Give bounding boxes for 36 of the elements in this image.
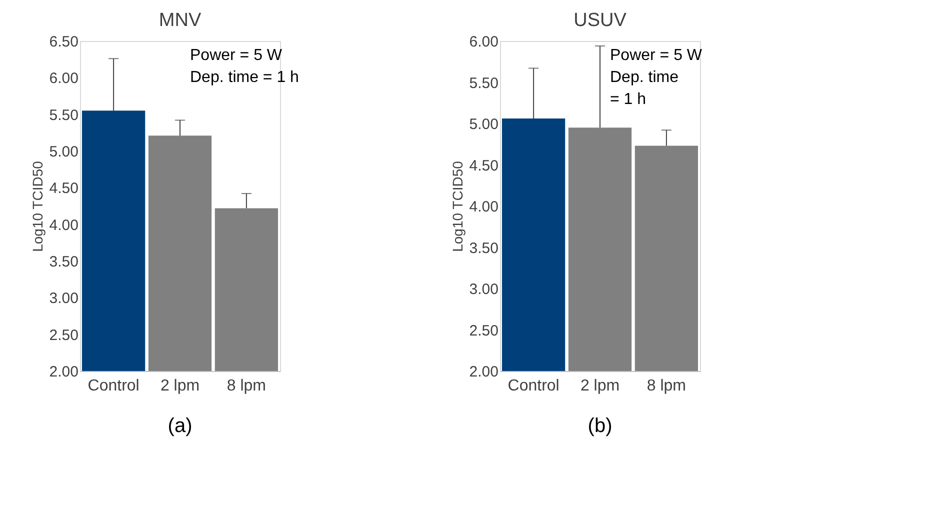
y-tick-label: 5.50 [49, 106, 78, 124]
annotation: Power = 5 W [610, 47, 703, 64]
y-tick-label: 3.50 [49, 254, 78, 270]
y-tick-label: 6.00 [49, 70, 78, 88]
y-tick-label: 3.00 [49, 290, 78, 308]
annotation: = 1 h [610, 91, 646, 108]
chart-title: MNV [158, 10, 202, 31]
y-tick-label: 4.50 [469, 157, 498, 174]
text: (a) [168, 415, 192, 437]
annotation: Dep. time = 1 h [190, 69, 299, 86]
y-tick-label: 2.50 [469, 322, 498, 340]
y-axis-title: Log10 TCID50 [29, 160, 46, 252]
annotation: Dep. time [610, 69, 679, 86]
y-tick-label: 4.50 [49, 180, 78, 198]
y-tick-label: 3.50 [469, 240, 498, 257]
text: (b) [588, 415, 612, 437]
y-axis-title: Log10 TCID50 [449, 160, 466, 252]
x-tick-label: Control [508, 378, 560, 394]
y-tick-label: 6.00 [469, 34, 498, 50]
annotation: Power = 5 W [190, 47, 283, 64]
y-tick-label: 2.00 [469, 364, 498, 380]
x-tick-label: 8 lpm [646, 378, 686, 394]
y-tick-label: 2.50 [49, 326, 78, 344]
y-tick-label: 4.00 [469, 198, 498, 216]
y-tick-label: 5.00 [49, 144, 78, 160]
y-tick-label: 5.00 [469, 116, 498, 133]
x-tick-label: 8 lpm [226, 378, 266, 394]
y-tick-label: 4.00 [49, 216, 78, 234]
x-tick-label: Control [88, 378, 140, 394]
y-tick-label: 5.50 [469, 74, 498, 92]
y-tick-label: 2.00 [49, 364, 78, 380]
x-tick-label: 2 lpm [160, 378, 200, 394]
y-tick-label: 3.00 [469, 281, 498, 298]
chart-title: USUV [574, 10, 627, 31]
y-tick-label: 6.50 [49, 34, 78, 50]
x-tick-label: 2 lpm [580, 378, 620, 394]
